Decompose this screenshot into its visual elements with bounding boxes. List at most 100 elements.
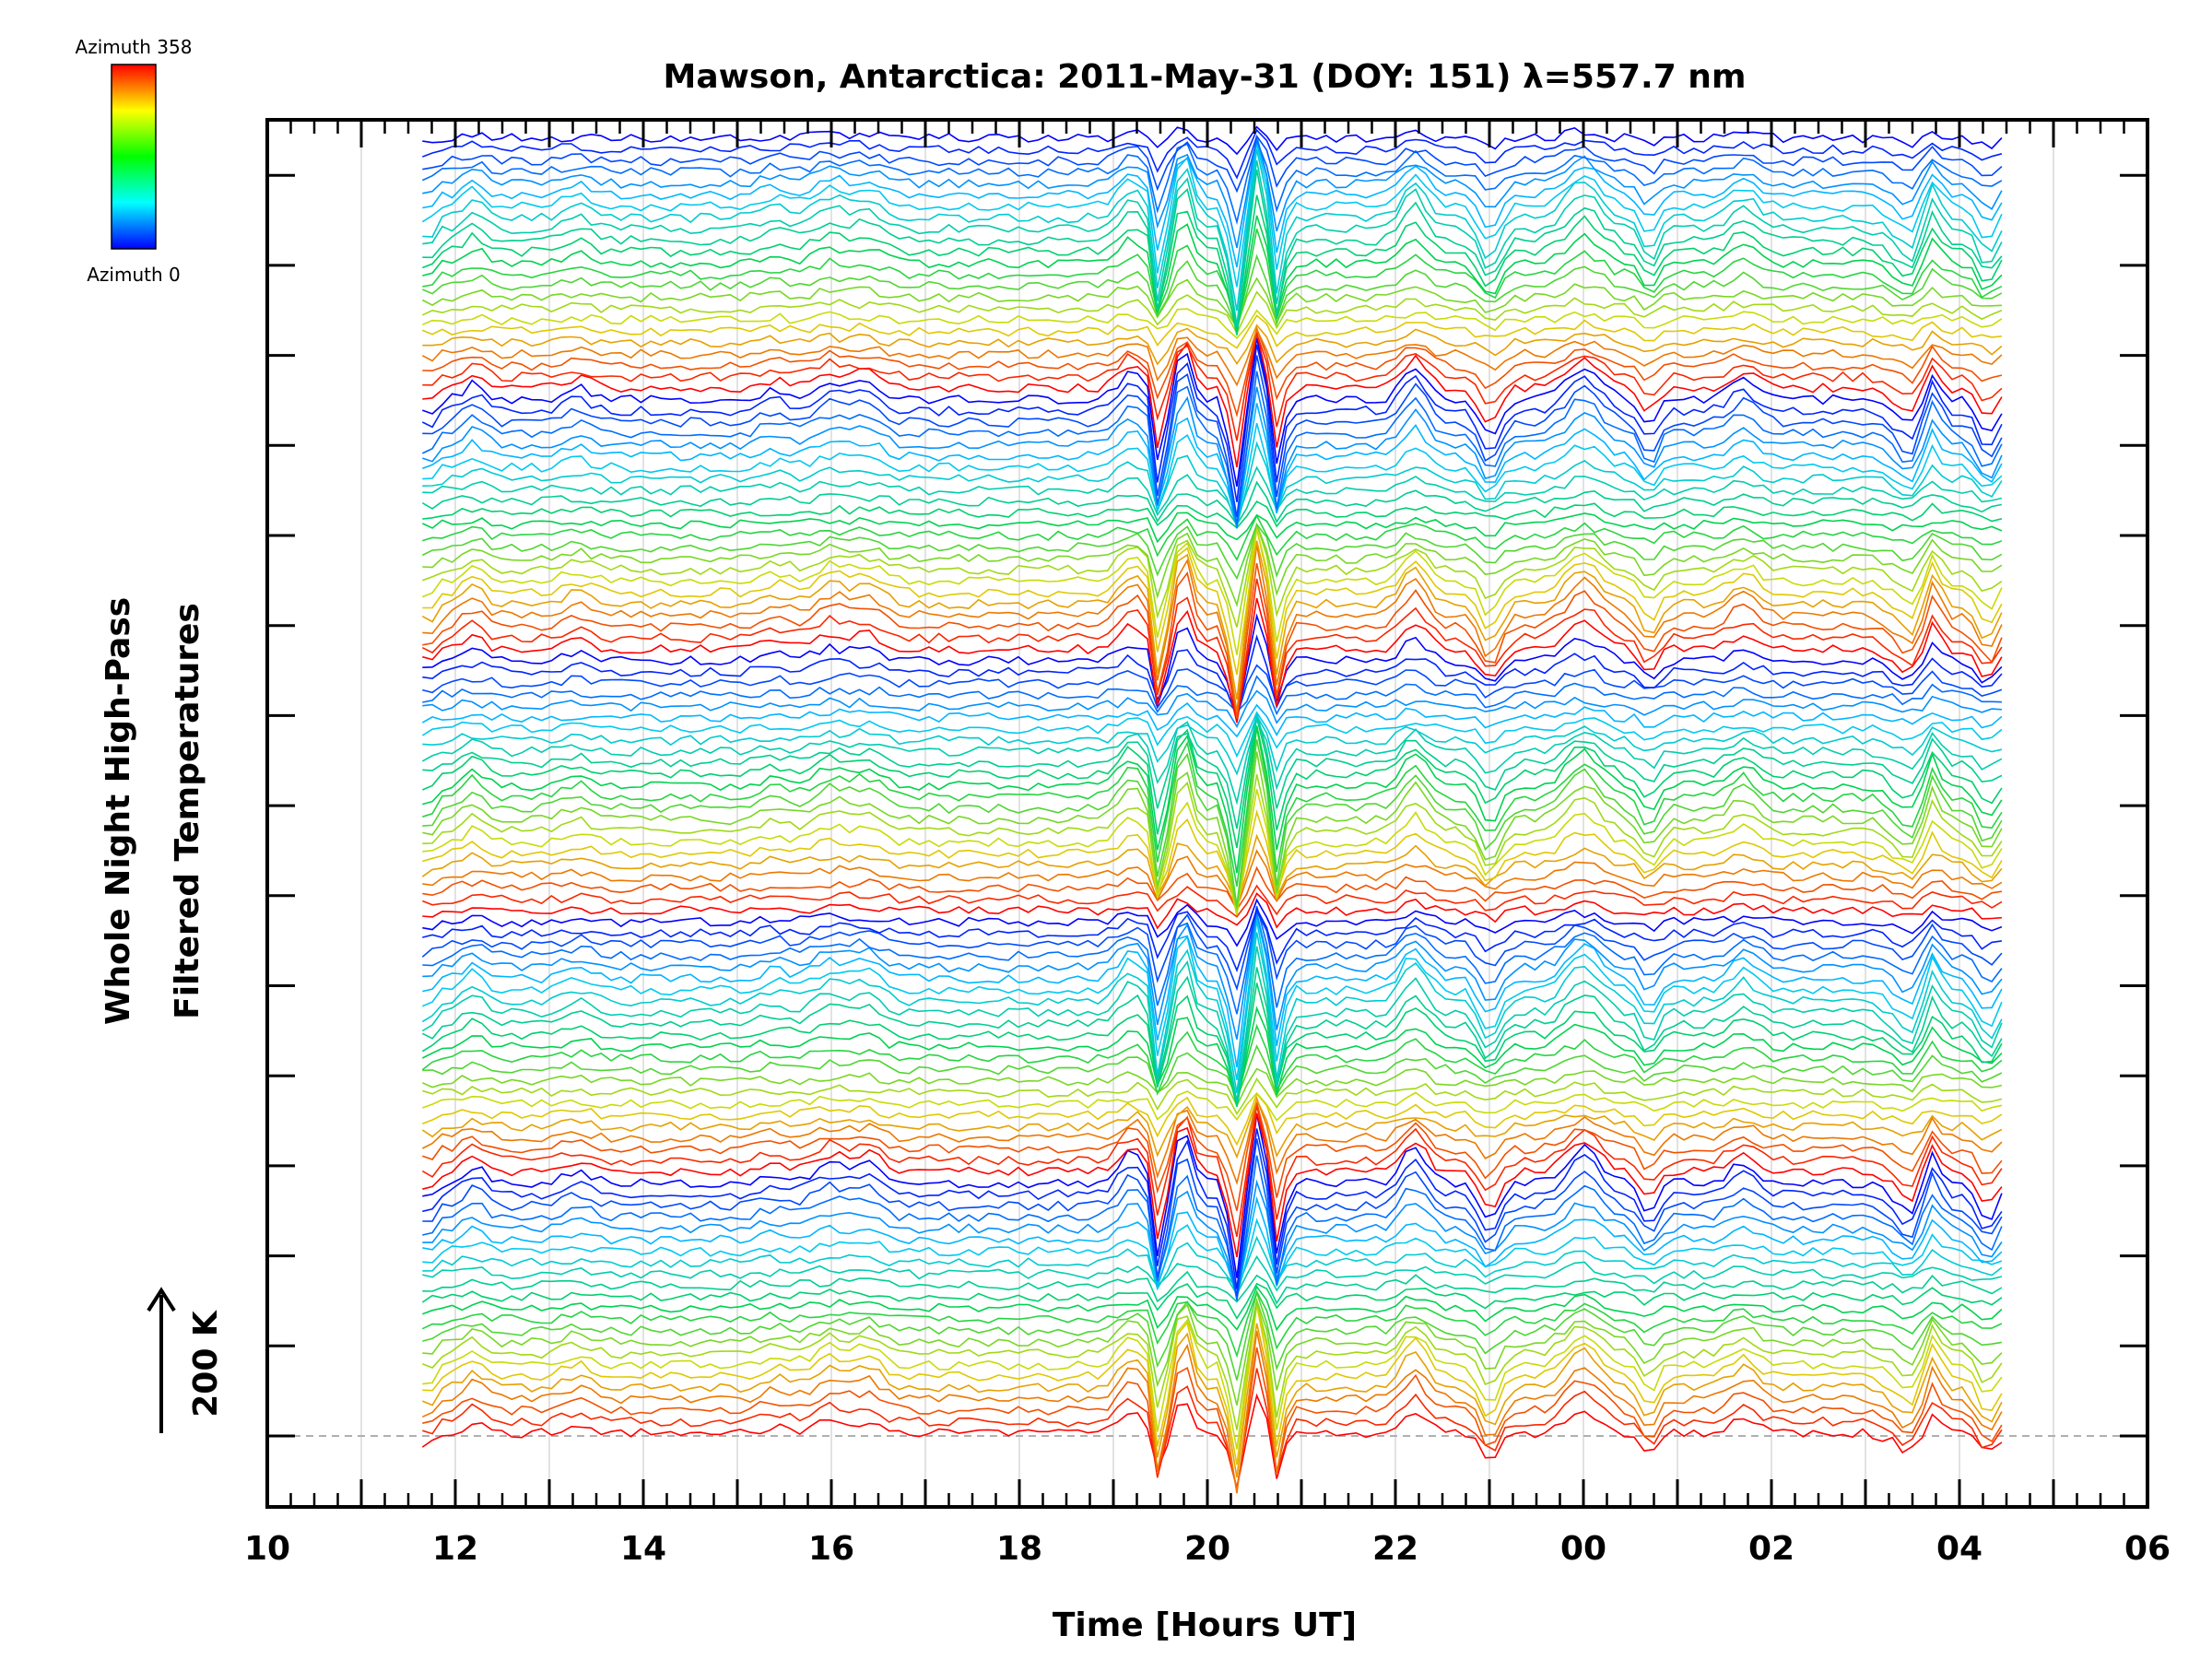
series-line xyxy=(422,675,2002,716)
series-line xyxy=(421,1323,2003,1478)
series-line xyxy=(422,403,2003,525)
series-line xyxy=(422,386,2003,529)
x-tick-labels: 10 12 14 16 18 20 22 00 02 04 06 xyxy=(244,1530,2171,1568)
x-tick-label: 00 xyxy=(1560,1530,1606,1568)
series-line xyxy=(421,528,2003,655)
series-line xyxy=(422,727,2003,887)
series-line xyxy=(421,920,2003,1080)
series-line xyxy=(422,1347,2003,1490)
series-line xyxy=(421,1023,2003,1103)
series-line xyxy=(422,422,2003,524)
series-line xyxy=(422,148,2003,312)
series-line xyxy=(422,789,2003,916)
series-line xyxy=(422,892,2002,930)
series-line xyxy=(422,1043,2003,1100)
series-line xyxy=(422,139,2003,268)
series-line xyxy=(421,946,2003,1102)
x-tick-label: 22 xyxy=(1372,1530,1418,1568)
series-line xyxy=(422,1112,2003,1258)
series-line xyxy=(421,717,2003,849)
series-line xyxy=(422,325,2003,418)
series-line xyxy=(422,194,2003,335)
series-line xyxy=(422,562,2003,719)
series-line xyxy=(422,314,2002,349)
series-line xyxy=(422,849,2003,911)
colorbar-gradient xyxy=(111,64,157,250)
series-line xyxy=(421,909,2003,992)
series-line xyxy=(421,1282,2003,1320)
series-line xyxy=(421,344,2003,502)
colorbar-legend: Azimuth 358 Azimuth 0 xyxy=(76,36,193,286)
series-line xyxy=(421,1097,2003,1159)
series-line xyxy=(421,1393,2003,1488)
series-line xyxy=(421,1006,2003,1107)
series-line xyxy=(422,773,2003,912)
series-line xyxy=(421,1067,2003,1108)
series-line xyxy=(422,169,2003,329)
colorbar-bottom-label: Azimuth 0 xyxy=(87,264,181,286)
series-line xyxy=(421,512,2003,544)
series-line xyxy=(422,128,2003,180)
scale-bar: 200 K xyxy=(147,1287,225,1433)
series-line xyxy=(422,1289,2003,1381)
series-line xyxy=(422,324,2003,366)
series-line xyxy=(422,634,2003,720)
series-line xyxy=(421,578,2003,720)
series-line xyxy=(422,613,2003,719)
series-line xyxy=(421,833,2003,907)
series-line xyxy=(421,711,2003,759)
x-tick-label: 04 xyxy=(1936,1530,1983,1568)
x-tick-label: 16 xyxy=(808,1530,854,1568)
series-line xyxy=(422,1155,2003,1301)
series-line xyxy=(422,739,2003,907)
series-line xyxy=(422,1303,2003,1450)
series-line xyxy=(422,135,2003,248)
series-line xyxy=(421,480,2003,526)
series-line xyxy=(422,1128,2003,1289)
series-line xyxy=(422,713,2003,776)
series-line xyxy=(422,1304,2003,1465)
series-line xyxy=(422,332,2003,468)
series-line xyxy=(422,125,2003,156)
series-line xyxy=(421,371,2003,525)
series-line xyxy=(422,1297,2003,1406)
series-line xyxy=(422,229,2003,328)
x-tick-label: 18 xyxy=(996,1530,1042,1568)
series-line xyxy=(421,253,2003,332)
series-line xyxy=(421,967,2003,1104)
series-line xyxy=(422,809,2003,912)
series-line xyxy=(421,702,2003,738)
x-tick-label: 02 xyxy=(1748,1530,1794,1568)
series-line xyxy=(422,441,2003,529)
series-line xyxy=(422,1138,2003,1297)
series-line xyxy=(422,865,2003,912)
series-line xyxy=(422,330,2003,441)
series-line xyxy=(421,327,2003,387)
series-line xyxy=(422,215,2003,331)
series-line xyxy=(421,523,2003,581)
series-line xyxy=(422,524,2003,628)
series-line xyxy=(422,337,2003,487)
series-line xyxy=(422,1235,2003,1291)
colorbar-top-label: Azimuth 358 xyxy=(76,36,193,58)
series-line xyxy=(422,1077,2003,1116)
series-line xyxy=(422,1092,2003,1147)
series-line xyxy=(422,528,2003,676)
series-line xyxy=(421,1095,2003,1185)
series-line xyxy=(422,513,2003,561)
axis-ticks xyxy=(265,120,2149,1507)
scale-bar-label: 200 K xyxy=(187,1310,225,1418)
series-line xyxy=(422,914,2003,1068)
series-line xyxy=(422,751,2003,909)
series-line xyxy=(422,898,2003,947)
series-line xyxy=(422,544,2003,712)
series-line xyxy=(422,522,2003,608)
series-line xyxy=(421,290,2003,335)
series-line xyxy=(422,1301,2003,1430)
series-line xyxy=(422,884,2003,918)
series-line xyxy=(421,1331,2003,1494)
series-line xyxy=(422,465,2003,523)
chart-title: Mawson, Antarctica: 2011-May-31 (DOY: 15… xyxy=(664,58,1747,96)
series-line xyxy=(421,137,2003,226)
